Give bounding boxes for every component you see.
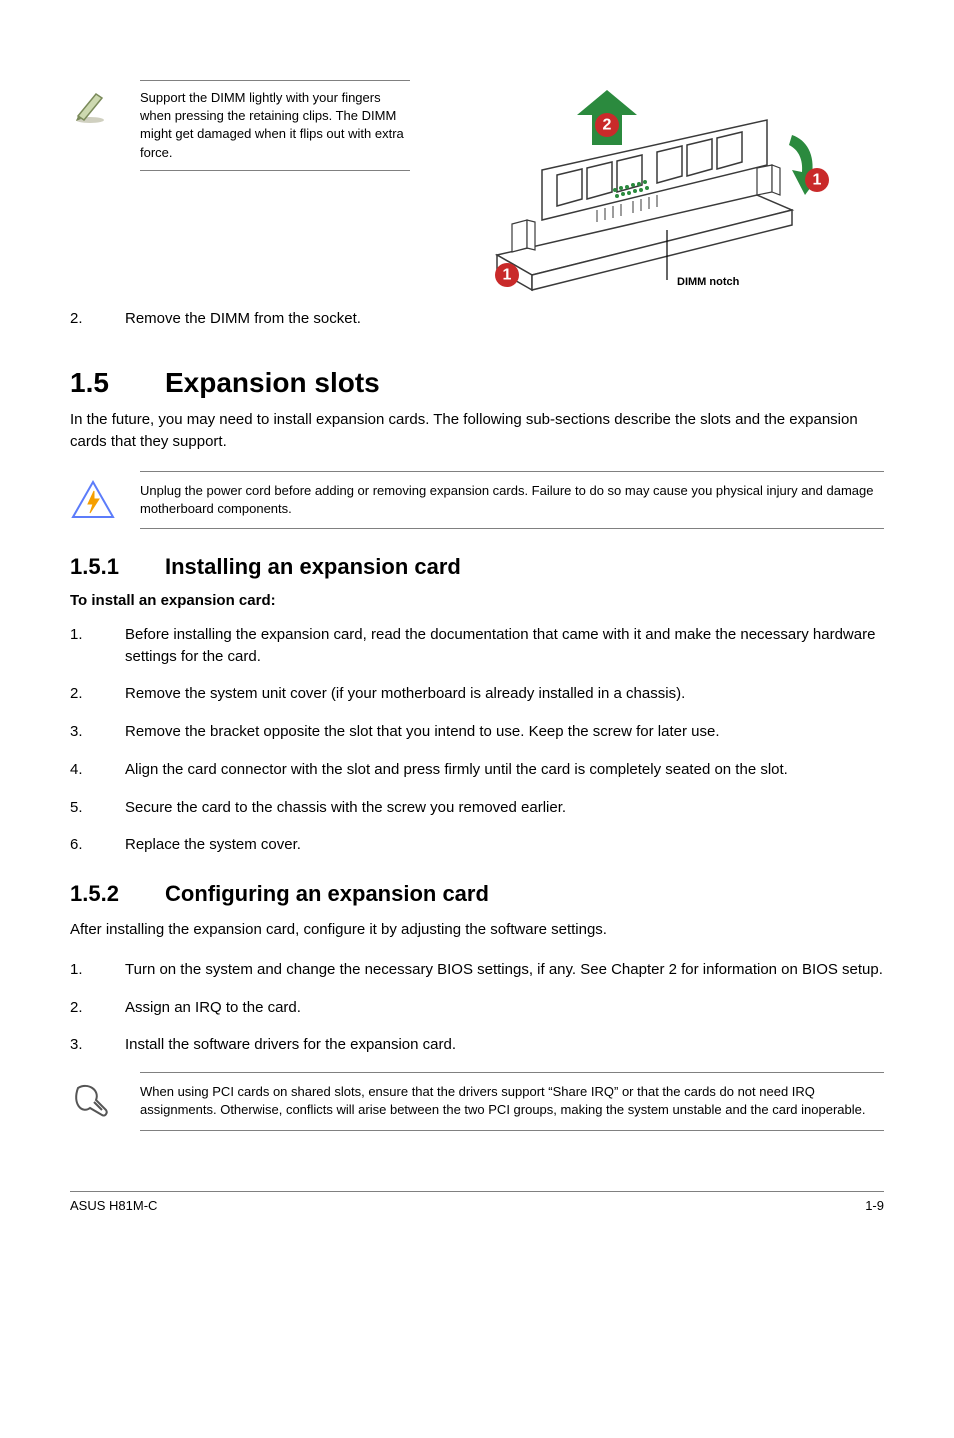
page-footer: ASUS H81M-C 1-9	[70, 1191, 884, 1213]
badge-2: 2	[603, 117, 612, 134]
step-num: 6.	[70, 834, 125, 856]
section-1-5-2-heading: 1.5.2Configuring an expansion card	[70, 881, 884, 907]
pencil-icon	[70, 80, 140, 171]
step-num: 3.	[70, 721, 125, 743]
section-1-5-2-steps: 1.Turn on the system and change the nece…	[70, 959, 884, 1056]
step-text: Before installing the expansion card, re…	[125, 624, 884, 668]
step-text: Remove the system unit cover (if your mo…	[125, 683, 685, 705]
page: Support the DIMM lightly with your finge…	[0, 0, 954, 1253]
section-1-5-num: 1.5	[70, 367, 165, 399]
dimm-diagram: DIMM notch 2 1 1	[410, 80, 884, 300]
section-1-5-1-heading: 1.5.1Installing an expansion card	[70, 554, 884, 580]
step-text: Secure the card to the chassis with the …	[125, 797, 566, 819]
step-text: Install the software drivers for the exp…	[125, 1034, 456, 1056]
badge-1-right: 1	[813, 172, 822, 189]
step-num: 5.	[70, 797, 125, 819]
section-1-5-2-title: Configuring an expansion card	[165, 881, 489, 906]
section-1-5-1-lead: To install an expansion card:	[70, 592, 884, 609]
section-1-5-1-num: 1.5.1	[70, 554, 165, 580]
footer-left: ASUS H81M-C	[70, 1198, 157, 1213]
section-1-5-1-title: Installing an expansion card	[165, 554, 461, 579]
badge-1-left: 1	[503, 267, 512, 284]
step-text: Assign an IRQ to the card.	[125, 997, 301, 1019]
section-1-5-1-steps: 1.Before installing the expansion card, …	[70, 624, 884, 856]
step-2: 2. Remove the DIMM from the socket.	[70, 310, 884, 327]
warning-note-text: Unplug the power cord before adding or r…	[140, 471, 884, 529]
step-num: 3.	[70, 1034, 125, 1056]
hand-note-block: When using PCI cards on shared slots, en…	[70, 1072, 884, 1130]
step-2-text: Remove the DIMM from the socket.	[125, 310, 361, 327]
warning-note-block: Unplug the power cord before adding or r…	[70, 471, 884, 529]
step-num: 1.	[70, 959, 125, 981]
step-text: Replace the system cover.	[125, 834, 301, 856]
top-note-text: Support the DIMM lightly with your finge…	[140, 80, 410, 171]
hand-note-text: When using PCI cards on shared slots, en…	[140, 1072, 884, 1130]
section-1-5-2-intro: After installing the expansion card, con…	[70, 919, 884, 941]
step-num: 2.	[70, 683, 125, 705]
section-1-5-2-num: 1.5.2	[70, 881, 165, 907]
warning-icon	[70, 471, 140, 526]
step-num: 1.	[70, 624, 125, 668]
top-note-column: Support the DIMM lightly with your finge…	[70, 80, 410, 171]
dimm-notch-label: DIMM notch	[677, 276, 740, 288]
section-1-5-heading: 1.5Expansion slots	[70, 367, 884, 399]
step-2-num: 2.	[70, 310, 125, 327]
step-text: Turn on the system and change the necess…	[125, 959, 883, 981]
section-1-5-intro: In the future, you may need to install e…	[70, 409, 884, 453]
step-text: Remove the bracket opposite the slot tha…	[125, 721, 720, 743]
footer-right: 1-9	[865, 1198, 884, 1213]
top-row: Support the DIMM lightly with your finge…	[70, 80, 884, 300]
hand-icon	[70, 1072, 140, 1127]
section-1-5-title: Expansion slots	[165, 367, 380, 398]
step-num: 4.	[70, 759, 125, 781]
step-text: Align the card connector with the slot a…	[125, 759, 788, 781]
step-num: 2.	[70, 997, 125, 1019]
